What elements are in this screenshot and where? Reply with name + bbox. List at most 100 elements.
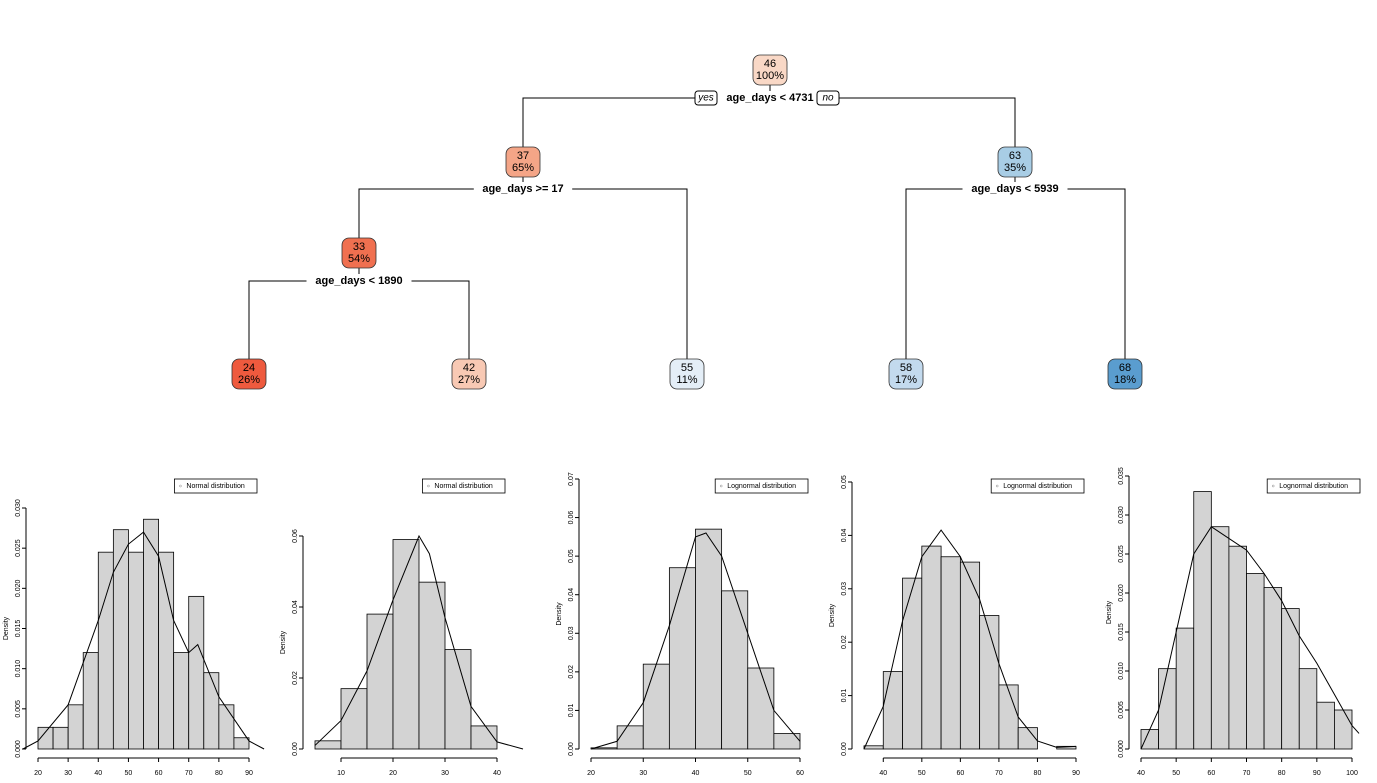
legend-label: Lognormal distribution <box>1003 483 1072 490</box>
y-tick-label: 0.03 <box>568 626 575 640</box>
node-percent: 26% <box>238 374 260 386</box>
density-curve <box>314 534 524 750</box>
y-tick-label: 0.02 <box>841 635 848 649</box>
bar <box>470 725 498 750</box>
bar <box>998 684 1019 750</box>
legend-label: Lognormal distribution <box>727 483 796 490</box>
y-tick-label: 0.010 <box>1118 662 1125 680</box>
x-tick-label: 70 <box>1243 770 1251 777</box>
bar <box>173 652 190 750</box>
node-percent: 18% <box>1114 374 1136 386</box>
bar <box>112 529 129 750</box>
y-tick-label: 0.015 <box>15 620 22 638</box>
x-tick-label: 80 <box>1034 770 1042 777</box>
y-tick-label: 0.030 <box>1118 506 1125 524</box>
split-label: age_days >= 17 <box>482 183 563 195</box>
y-tick-label: 0.025 <box>15 539 22 557</box>
branch-tag <box>694 90 718 106</box>
bar <box>1140 729 1159 750</box>
x-tick-label: 40 <box>1137 770 1145 777</box>
bar <box>128 551 144 750</box>
y-tick-label: 0.015 <box>1118 623 1125 641</box>
tree-node <box>505 146 541 178</box>
split-label-bg <box>306 274 412 288</box>
node-value: 63 <box>1009 150 1021 162</box>
legend-symbol <box>1271 484 1275 488</box>
bar <box>721 590 749 750</box>
y-tick-label: 0.025 <box>1118 545 1125 563</box>
legend-box <box>421 478 506 494</box>
branch-label: no <box>822 93 834 104</box>
x-tick-label: 40 <box>94 770 102 777</box>
y-tick-label: 0.01 <box>568 704 575 718</box>
bar <box>97 551 114 750</box>
node-value: 68 <box>1119 362 1131 374</box>
legend-box <box>173 478 258 494</box>
legend-label: Normal distribution <box>434 483 492 490</box>
legend-box <box>990 478 1085 494</box>
x-tick-label: 100 <box>1346 770 1358 777</box>
bar <box>979 615 1000 750</box>
density-curve <box>22 531 265 750</box>
split-label-bg <box>473 182 573 196</box>
bar <box>392 539 420 750</box>
x-tick-label: 90 <box>1072 770 1080 777</box>
x-tick-label: 20 <box>34 770 42 777</box>
x-tick-label: 60 <box>1207 770 1215 777</box>
y-tick-label: 0.005 <box>1118 701 1125 719</box>
bar <box>233 737 250 750</box>
y-tick-label: 0.04 <box>841 528 848 542</box>
bar <box>1158 668 1177 750</box>
y-tick-label: 0.00 <box>841 742 848 756</box>
x-tick-label: 60 <box>956 770 964 777</box>
bar <box>1017 727 1038 750</box>
bar <box>82 652 99 750</box>
node-value: 58 <box>900 362 912 374</box>
legend-box <box>714 478 809 494</box>
node-value: 46 <box>764 58 776 70</box>
legend-symbol <box>995 484 999 488</box>
bar <box>959 561 981 750</box>
bar <box>1210 526 1230 750</box>
branch-tag <box>816 90 840 106</box>
bar <box>902 577 923 750</box>
node-percent: 54% <box>348 253 370 265</box>
y-tick-label: 0.030 <box>15 499 22 517</box>
y-tick-label: 0.05 <box>841 475 848 489</box>
node-value: 42 <box>463 362 475 374</box>
x-tick-label: 50 <box>918 770 926 777</box>
x-tick-label: 40 <box>493 770 501 777</box>
legend-box <box>1266 478 1361 494</box>
x-tick-label: 90 <box>1313 770 1321 777</box>
node-value: 55 <box>681 362 693 374</box>
x-tick-label: 90 <box>245 770 253 777</box>
y-tick-label: 0.04 <box>568 588 575 602</box>
tree-node <box>341 237 377 269</box>
legend-symbol <box>179 484 182 488</box>
x-tick-label: 60 <box>155 770 163 777</box>
bar <box>188 595 205 750</box>
bar <box>1316 701 1335 750</box>
node-value: 37 <box>517 150 529 162</box>
x-tick-label: 80 <box>215 770 223 777</box>
bar <box>1228 545 1247 750</box>
bar <box>418 581 446 750</box>
density-curve <box>863 529 1077 750</box>
bar <box>340 688 368 750</box>
y-tick-label: 0.020 <box>1118 584 1125 602</box>
bar <box>747 667 775 750</box>
legend-symbol <box>719 484 723 488</box>
y-tick-label: 0.000 <box>15 740 22 758</box>
y-axis-label: Density <box>829 603 836 627</box>
y-tick-label: 0.07 <box>568 472 575 486</box>
bar <box>1298 668 1318 750</box>
bar <box>158 551 175 750</box>
x-tick-label: 30 <box>639 770 647 777</box>
y-tick-label: 0.00 <box>292 742 299 756</box>
x-tick-label: 60 <box>796 770 804 777</box>
split-label: age_days < 4731 <box>726 92 813 104</box>
bar <box>444 649 472 750</box>
y-tick-label: 0.005 <box>15 700 22 718</box>
bar <box>921 545 942 750</box>
